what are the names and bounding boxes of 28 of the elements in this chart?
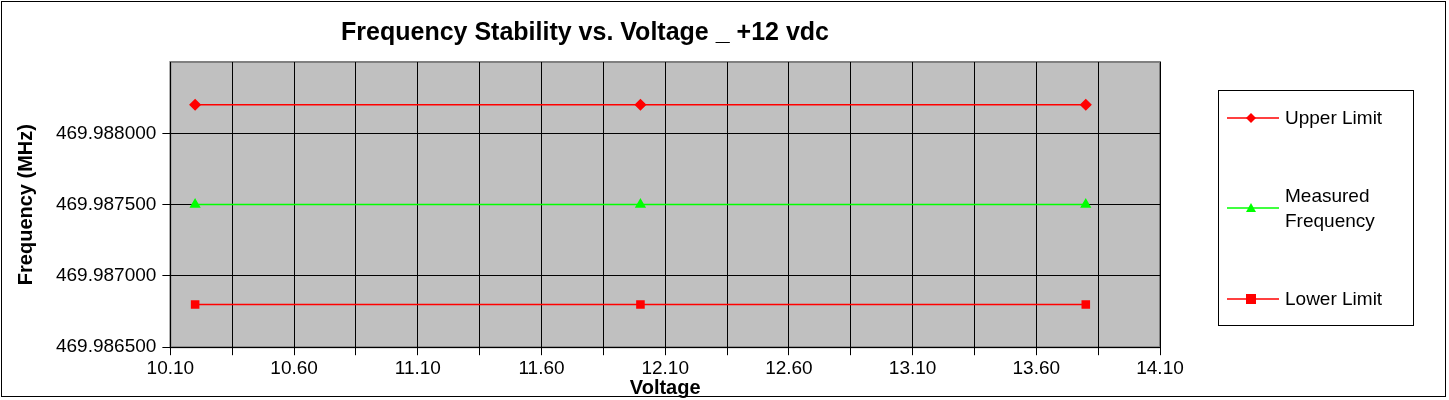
x-tick-label: 10.60 bbox=[270, 356, 318, 378]
point bbox=[1080, 99, 1092, 111]
legend-label: Measured Frequency bbox=[1285, 184, 1376, 233]
y-tick-label: 469.986500 bbox=[55, 335, 157, 357]
point bbox=[189, 99, 201, 111]
y-tick-label: 469.987500 bbox=[55, 192, 157, 214]
point bbox=[1081, 300, 1091, 309]
point bbox=[1080, 198, 1091, 208]
y-tick-label: 469.987000 bbox=[55, 264, 157, 286]
legend-label: Lower Limit bbox=[1285, 287, 1384, 311]
point bbox=[634, 99, 647, 111]
point bbox=[190, 198, 201, 208]
x-tick-label: 12.10 bbox=[641, 356, 689, 378]
point bbox=[190, 300, 200, 309]
y-axis-title: Frequency (MHz) bbox=[13, 124, 36, 286]
x-tick-label: 11.60 bbox=[518, 356, 565, 378]
x-tick-label: 13.10 bbox=[888, 356, 937, 378]
y-tick-label: 469.988000 bbox=[55, 121, 157, 143]
point bbox=[636, 300, 645, 309]
x-tick-label: 12.60 bbox=[765, 356, 813, 378]
point bbox=[635, 198, 646, 208]
legend-label: Upper Limit bbox=[1285, 106, 1384, 130]
x-axis-title: Voltage bbox=[629, 375, 701, 398]
chart-title: Frequency Stability vs. Voltage _ +12 vdc bbox=[341, 16, 830, 45]
x-tick-label: 10.10 bbox=[146, 356, 195, 378]
x-tick-label: 11.10 bbox=[394, 356, 441, 378]
x-tick-label: 13.60 bbox=[1012, 356, 1061, 378]
x-tick-label: 14.10 bbox=[1136, 356, 1184, 378]
